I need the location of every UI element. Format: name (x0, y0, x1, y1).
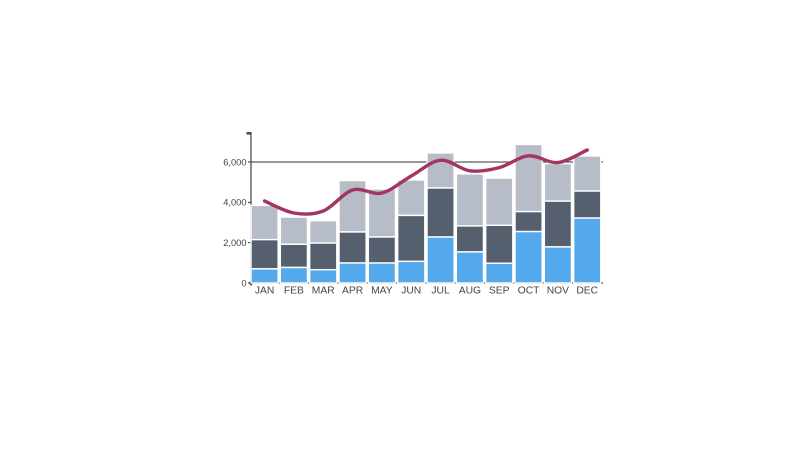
svg-text:6,000: 6,000 (223, 157, 246, 167)
svg-text:SEP: SEP (489, 286, 510, 297)
svg-text:4,000: 4,000 (223, 198, 246, 208)
svg-text:MAR: MAR (312, 286, 335, 297)
svg-text:0: 0 (241, 278, 246, 288)
svg-text:APR: APR (342, 286, 363, 297)
svg-text:OCT: OCT (518, 286, 540, 297)
svg-text:DEC: DEC (576, 286, 598, 297)
svg-text:MAY: MAY (371, 286, 393, 297)
svg-text:JAN: JAN (255, 286, 274, 297)
svg-text:FEB: FEB (284, 286, 304, 297)
svg-text:AUG: AUG (459, 286, 481, 297)
svg-text:JUN: JUN (401, 286, 421, 297)
svg-text:JUL: JUL (431, 286, 450, 297)
svg-text:NOV: NOV (547, 286, 569, 297)
svg-text:2,000: 2,000 (223, 238, 246, 248)
